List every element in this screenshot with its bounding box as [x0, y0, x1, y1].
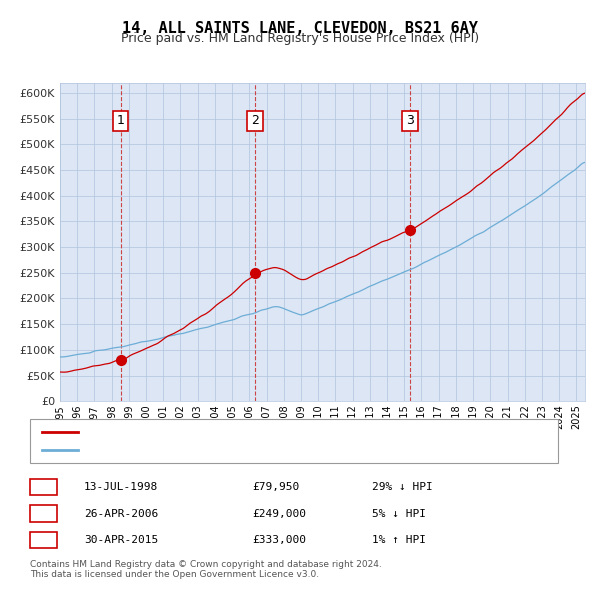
Text: Price paid vs. HM Land Registry's House Price Index (HPI): Price paid vs. HM Land Registry's House …	[121, 32, 479, 45]
Text: HPI: Average price, detached house, North Somerset: HPI: Average price, detached house, Nort…	[87, 445, 362, 454]
Text: 2: 2	[40, 507, 47, 520]
Text: £333,000: £333,000	[252, 535, 306, 545]
Text: 2: 2	[251, 114, 259, 127]
Text: 14, ALL SAINTS LANE, CLEVEDON, BS21 6AY (detached house): 14, ALL SAINTS LANE, CLEVEDON, BS21 6AY …	[87, 427, 412, 437]
Text: 29% ↓ HPI: 29% ↓ HPI	[372, 482, 433, 492]
Text: 26-APR-2006: 26-APR-2006	[84, 509, 158, 519]
Text: 1: 1	[40, 480, 47, 494]
Text: 3: 3	[406, 114, 414, 127]
Text: 13-JUL-1998: 13-JUL-1998	[84, 482, 158, 492]
Text: 14, ALL SAINTS LANE, CLEVEDON, BS21 6AY: 14, ALL SAINTS LANE, CLEVEDON, BS21 6AY	[122, 21, 478, 35]
Text: 5% ↓ HPI: 5% ↓ HPI	[372, 509, 426, 519]
Text: 3: 3	[40, 533, 47, 547]
Text: 30-APR-2015: 30-APR-2015	[84, 535, 158, 545]
Text: Contains HM Land Registry data © Crown copyright and database right 2024.
This d: Contains HM Land Registry data © Crown c…	[30, 560, 382, 579]
Text: 1% ↑ HPI: 1% ↑ HPI	[372, 535, 426, 545]
Text: £249,000: £249,000	[252, 509, 306, 519]
Text: 1: 1	[117, 114, 125, 127]
Text: £79,950: £79,950	[252, 482, 299, 492]
